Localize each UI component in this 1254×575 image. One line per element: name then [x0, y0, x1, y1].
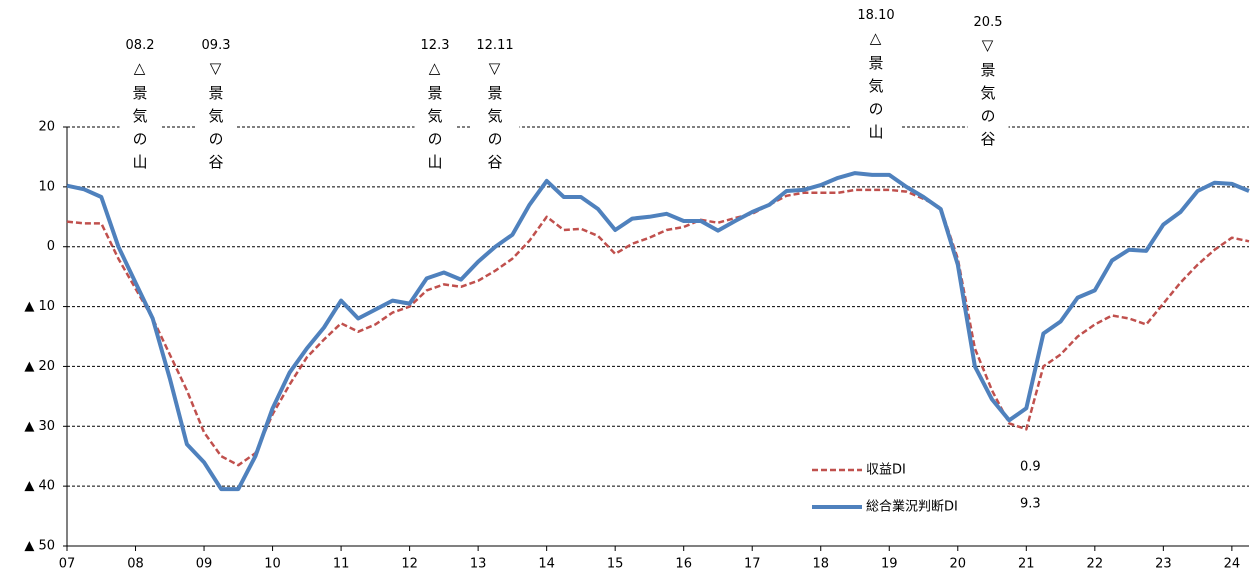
x-tick-label: 24	[1224, 557, 1241, 572]
x-tick-label: 10	[264, 557, 281, 572]
x-tick-label: 23	[1155, 557, 1172, 572]
x-tick-label: 14	[538, 557, 555, 572]
annotation-date: 08.2	[125, 38, 155, 53]
x-tick-label: 22	[1087, 557, 1104, 572]
annotation-text: ▽景気の谷	[978, 36, 997, 154]
legend-label: 収益DI	[866, 463, 906, 478]
annotation-text: △景気の山	[425, 59, 444, 177]
annotation-date: 20.5	[973, 15, 1003, 30]
x-tick-label: 20	[950, 557, 967, 572]
y-tick-label: ▲ 20	[24, 359, 55, 374]
annotation-date: 12.11	[476, 38, 514, 53]
annotation-date: 18.10	[857, 8, 895, 23]
y-tick-label: 20	[38, 120, 55, 135]
annotation-text: △景気の山	[130, 59, 149, 177]
y-tick-label: ▲ 10	[24, 299, 55, 314]
latest-value: 9.3	[1020, 497, 1041, 512]
x-tick-label: 13	[470, 557, 487, 572]
x-tick-label: 16	[675, 557, 692, 572]
latest-value: 0.9	[1020, 460, 1041, 475]
x-tick-label: 18	[812, 557, 829, 572]
series-line	[66, 171, 1250, 492]
x-tick-label: 08	[127, 557, 144, 572]
legend-label: 総合業況判断DI	[866, 499, 958, 515]
annotation: 09.3 ▽景気の谷	[195, 38, 237, 185]
annotation: 12.3 △景気の山	[414, 38, 456, 185]
annotation-date: 09.3	[201, 38, 231, 53]
annotation-text: △景気の山	[866, 29, 885, 147]
x-tick-label: 07	[59, 557, 76, 572]
x-tick-label: 09	[196, 557, 213, 572]
x-tick-label: 19	[881, 557, 898, 572]
y-tick-label: ▲ 30	[24, 419, 55, 434]
x-tick-label: 21	[1018, 557, 1035, 572]
y-tick-label: 10	[38, 179, 55, 194]
y-tick-label: 0	[47, 239, 55, 254]
series-line	[66, 188, 1250, 467]
y-tick-label: ▲ 40	[24, 479, 55, 494]
annotation-text: ▽景気の谷	[485, 59, 504, 177]
annotation: 20.5 ▽景気の谷	[967, 15, 1009, 162]
x-tick-label: 12	[401, 557, 418, 572]
annotation-text: ▽景気の谷	[206, 59, 225, 177]
x-tick-label: 11	[333, 557, 350, 572]
annotation: 12.11 ▽景気の谷	[470, 38, 520, 185]
annotation-date: 12.3	[420, 38, 450, 53]
annotation: 18.10 △景気の山	[851, 8, 901, 155]
y-tick-label: ▲ 50	[24, 539, 55, 554]
x-tick-label: 17	[744, 557, 761, 572]
x-tick-label: 15	[607, 557, 624, 572]
annotation: 08.2 △景気の山	[119, 38, 161, 185]
